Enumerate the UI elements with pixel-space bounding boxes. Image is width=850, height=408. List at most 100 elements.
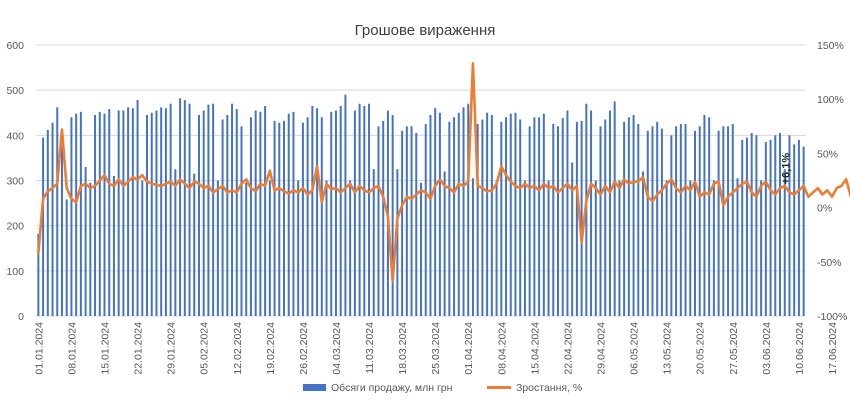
y-left-tick-label: 600 <box>6 40 24 52</box>
bar <box>528 126 531 316</box>
x-tick-label: 01.01.2024 <box>33 322 45 375</box>
bar <box>750 133 753 316</box>
x-tick-label: 08.01.2024 <box>66 322 78 375</box>
bar <box>651 126 654 316</box>
bar <box>670 135 673 316</box>
bar <box>70 117 73 317</box>
bar <box>155 110 158 316</box>
bar <box>98 111 101 316</box>
bar <box>604 119 607 317</box>
bar <box>226 115 229 316</box>
bar <box>774 135 777 316</box>
x-tick-label: 05.02.2024 <box>199 322 211 375</box>
chart-title: Грошове вираження <box>355 22 496 39</box>
growth-line <box>37 62 850 283</box>
bar <box>79 111 82 316</box>
x-tick-label: 29.01.2024 <box>166 322 178 375</box>
bar <box>486 112 489 316</box>
legend-label-line: Зростання, % <box>516 382 582 394</box>
bar <box>542 113 545 316</box>
bar <box>420 182 422 316</box>
bar <box>183 100 186 316</box>
bar <box>301 122 304 316</box>
bar <box>608 110 611 316</box>
bar <box>547 180 550 316</box>
bar <box>207 104 210 317</box>
bar <box>462 107 465 316</box>
bar <box>793 144 796 316</box>
bar <box>316 108 319 316</box>
bar <box>722 126 725 316</box>
bar <box>306 117 309 317</box>
bar <box>112 175 115 316</box>
bar <box>117 110 120 316</box>
bar <box>471 178 474 316</box>
bar <box>164 108 167 316</box>
bar <box>401 130 404 316</box>
bar <box>519 119 522 317</box>
bar <box>788 135 791 316</box>
bar <box>660 128 663 316</box>
bar <box>523 180 526 316</box>
bar <box>642 171 645 316</box>
bar <box>698 126 701 316</box>
bar <box>538 117 541 317</box>
x-tick-label: 22.01.2024 <box>133 322 145 375</box>
bar <box>240 126 243 316</box>
bar <box>235 109 238 317</box>
bar <box>533 117 536 317</box>
bar <box>405 126 408 316</box>
bar <box>779 133 782 316</box>
x-tick-label: 04.03.2024 <box>331 322 343 375</box>
x-tick-label: 17.06.2024 <box>827 322 839 375</box>
bar <box>150 112 153 316</box>
bar <box>575 121 578 317</box>
bar <box>254 110 257 316</box>
bar <box>693 130 696 316</box>
bar <box>283 120 285 316</box>
bar <box>320 117 323 317</box>
bar <box>212 103 215 316</box>
bar <box>703 115 706 316</box>
bar <box>755 135 758 316</box>
bar <box>278 122 281 316</box>
bar <box>382 120 385 316</box>
bar <box>741 139 744 316</box>
bar <box>264 105 267 316</box>
left-axis-tick-labels: 0 100 200 300 400 500 600 <box>6 40 24 323</box>
bar <box>481 119 484 317</box>
x-tick-label: 25.03.2024 <box>430 322 442 375</box>
bar <box>783 169 786 316</box>
x-tick-label: 15.04.2024 <box>529 322 541 375</box>
end-annotation: +6,1% <box>781 153 793 185</box>
bar <box>424 124 427 317</box>
bar <box>448 121 451 317</box>
bar <box>627 117 630 317</box>
bar <box>339 105 342 316</box>
bar <box>89 182 92 316</box>
bar <box>179 98 182 317</box>
bar <box>476 124 479 317</box>
bar-series <box>37 94 805 317</box>
bar <box>160 107 163 316</box>
bar <box>632 115 635 316</box>
legend-swatch-bars <box>303 384 326 391</box>
bar <box>60 146 63 316</box>
x-tick-label: 27.05.2024 <box>728 322 740 375</box>
y-right-tick-label: 100% <box>817 94 844 106</box>
bar <box>42 137 45 316</box>
bar <box>127 107 130 316</box>
y-left-tick-label: 0 <box>18 311 24 323</box>
bar <box>457 112 460 316</box>
bar <box>292 111 295 316</box>
x-tick-label: 26.02.2024 <box>298 322 310 375</box>
bar <box>438 112 441 316</box>
bar <box>188 103 191 316</box>
bar <box>231 103 234 316</box>
bar <box>712 180 715 316</box>
x-tick-label: 15.01.2024 <box>100 322 112 375</box>
bar <box>216 180 219 316</box>
x-tick-label: 06.05.2024 <box>629 322 641 375</box>
